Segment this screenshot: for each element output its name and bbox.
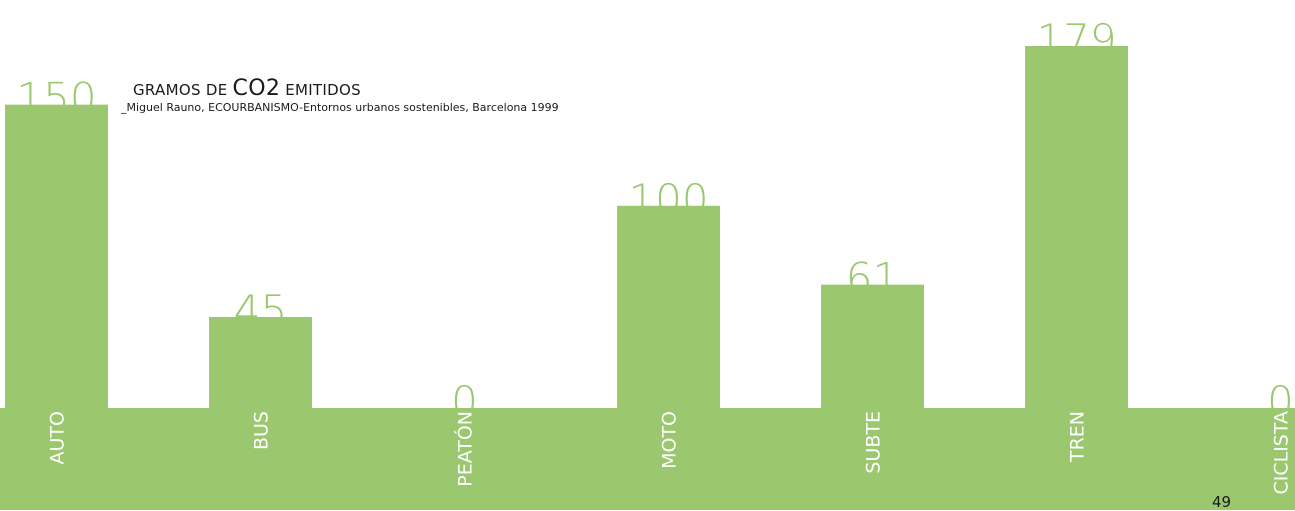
value-label-subte: 61: [846, 254, 899, 303]
bar-subte: [821, 284, 924, 409]
value-label-tren: 179: [1036, 15, 1116, 64]
value-label-ciclista: 0: [1267, 377, 1294, 426]
title-highlight: CO2: [232, 76, 281, 101]
category-label-subte: SUBTE: [863, 411, 885, 474]
value-label-moto: 100: [628, 175, 708, 224]
value-label-auto: 150: [16, 74, 96, 123]
bar-auto: [5, 104, 108, 410]
category-label-auto: AUTO: [47, 411, 69, 464]
bar-tren: [1025, 46, 1128, 409]
category-label-moto: MOTO: [659, 411, 681, 469]
category-label-bus: BUS: [251, 411, 273, 450]
category-label-peatón: PEATÓN: [453, 411, 477, 487]
value-label-bus: 45: [234, 286, 287, 335]
title-suffix: EMITIDOS: [280, 81, 361, 99]
chart-title: GRAMOS DE CO2 EMITIDOS: [133, 78, 559, 101]
chart-title-block: GRAMOS DE CO2 EMITIDOS _Miguel Rauno, EC…: [121, 78, 559, 115]
baseline-band: [0, 408, 1295, 510]
value-label-peatón: 0: [451, 377, 478, 426]
page-number: 49: [1212, 493, 1232, 511]
bar-moto: [617, 205, 720, 409]
category-label-ciclista: CICLISTA: [1271, 411, 1293, 495]
title-prefix: GRAMOS DE: [133, 81, 233, 99]
chart-source: _Miguel Rauno, ECOURBANISMO-Entornos urb…: [121, 101, 559, 114]
category-label-tren: TREN: [1067, 411, 1089, 463]
bar-bus: [209, 316, 312, 409]
